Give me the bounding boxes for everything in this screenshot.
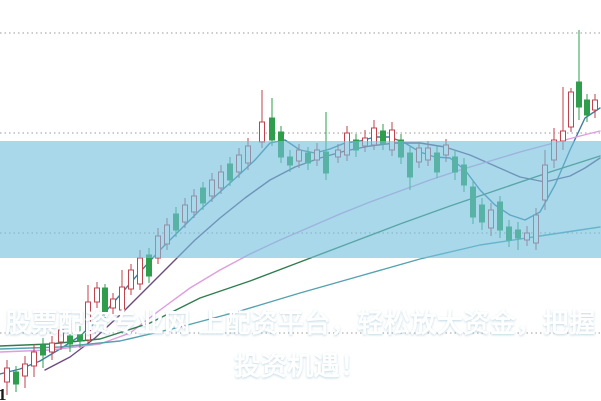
candle-body-up <box>568 91 574 128</box>
candle-body-up <box>137 257 143 285</box>
candle-body-up <box>592 99 598 111</box>
candle-body-down <box>40 344 46 356</box>
banner-text-line1: 股票配资专业网 上配资平台，轻松放大资金，把握 <box>5 308 596 338</box>
promo-banner: 股票配资专业网 上配资平台，轻松放大资金，把握 投资机遇！ <box>0 141 601 381</box>
candle-body-up <box>49 342 55 353</box>
candle-body-up <box>58 329 64 343</box>
candle-body-down <box>102 287 108 315</box>
candle-body-up <box>560 130 566 142</box>
candle-body-up <box>22 363 28 377</box>
candle-body-down <box>13 371 19 385</box>
candle-body-up <box>128 269 134 290</box>
candle-body-down <box>67 335 73 345</box>
candle-body-up <box>119 286 125 311</box>
candle-body-down <box>269 117 275 141</box>
corner-mark: 1 <box>0 385 7 401</box>
candle-body-up <box>259 121 265 143</box>
banner-text-line2: 投资机遇！ <box>234 351 367 381</box>
candle-body-down <box>576 81 582 108</box>
candle-body-down <box>77 332 83 342</box>
candle-body-down <box>146 254 152 277</box>
candle-body-up <box>4 367 10 383</box>
candle-body-up <box>31 351 37 367</box>
candle-body-down <box>584 99 590 116</box>
candle-body-up <box>110 298 116 309</box>
candle-body-up <box>85 301 91 341</box>
candle-body-up <box>94 287 100 303</box>
